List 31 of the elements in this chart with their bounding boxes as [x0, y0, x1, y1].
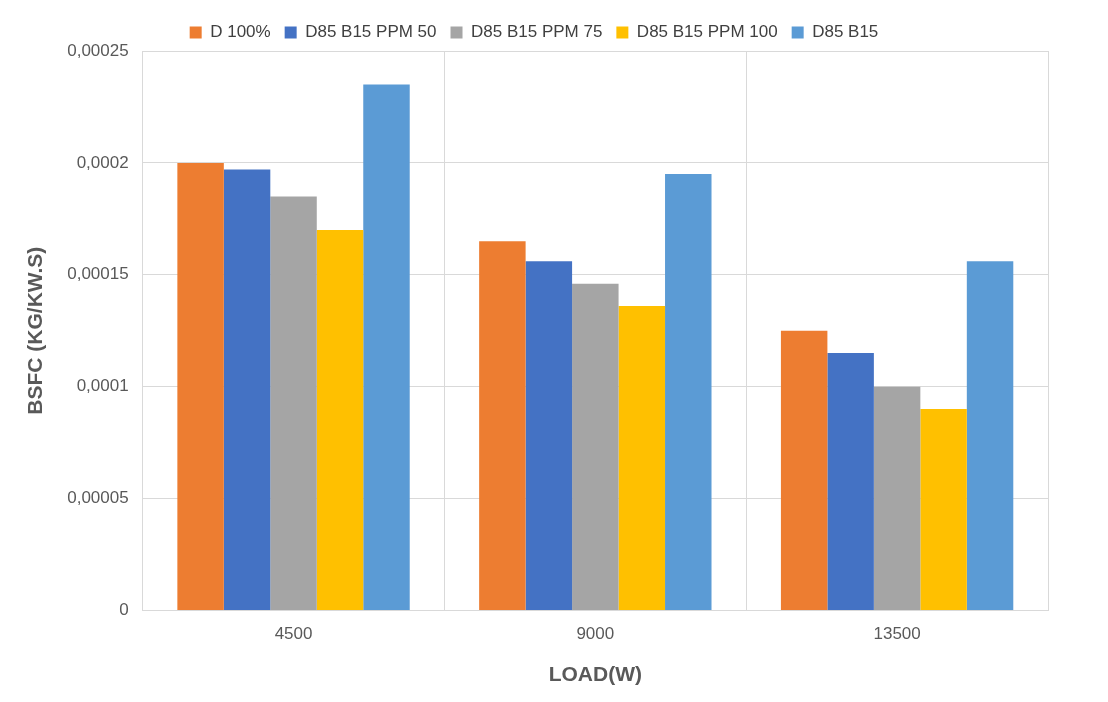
bar [177, 162, 224, 610]
bar [780, 330, 828, 610]
bar [920, 409, 967, 610]
bar [873, 386, 921, 610]
y-tick-label: 0,00005 [67, 488, 129, 508]
legend-label: D85 B15 [812, 22, 879, 42]
y-tick-label: 0,0002 [76, 152, 129, 172]
x-tick-label: 13500 [873, 624, 921, 644]
bar [827, 353, 874, 610]
bar [363, 84, 410, 610]
y-tick-label: 0 [119, 600, 129, 620]
bar [525, 261, 573, 610]
legend-label: D85 B15 PPM 75 [471, 22, 603, 42]
bar [479, 241, 526, 610]
bar [270, 196, 317, 610]
bar [223, 169, 271, 610]
legend-label: D85 B15 PPM 100 [636, 22, 778, 42]
legend-label: D 100% [210, 22, 271, 42]
y-tick-label: 0,00025 [67, 40, 129, 60]
bar [572, 283, 619, 610]
y-tick-label: 0,0001 [76, 376, 129, 396]
x-tick-label: 4500 [274, 624, 313, 644]
y-tick-label: 0,00015 [67, 264, 129, 284]
bar [618, 306, 666, 610]
x-axis-title: LOAD(W) [548, 662, 642, 686]
bar [665, 174, 712, 610]
bar [316, 230, 364, 610]
x-tick-label: 9000 [576, 624, 615, 644]
y-axis-title: BSFC (KG/KW.S) [23, 246, 47, 415]
bar [966, 261, 1014, 610]
legend-label: D85 B15 PPM 50 [305, 22, 437, 42]
